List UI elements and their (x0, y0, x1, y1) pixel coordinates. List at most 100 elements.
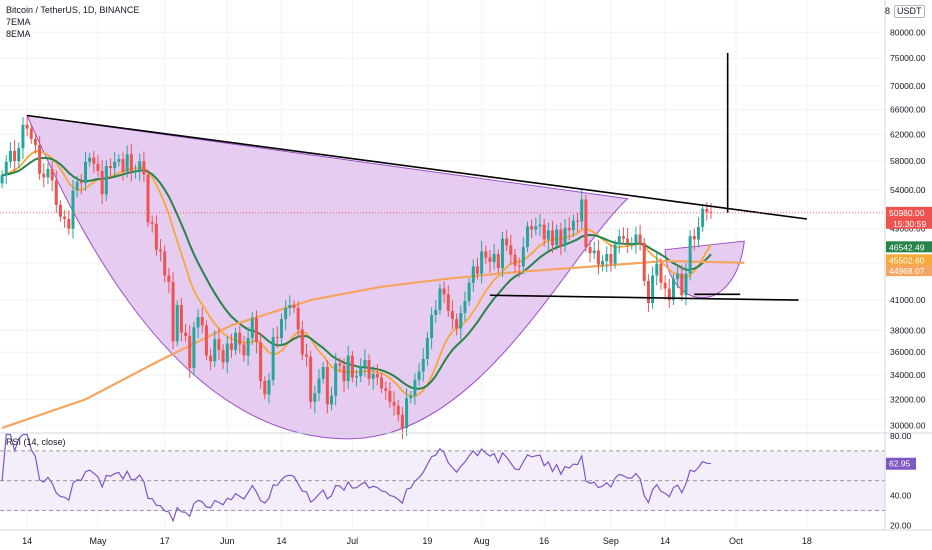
x-tick-label: 14 (660, 536, 670, 546)
candle-body (313, 393, 317, 402)
candle-body (667, 288, 671, 301)
y-tick-label: 38000.00 (890, 326, 926, 336)
candle-body (217, 339, 221, 350)
candle-body (75, 181, 79, 191)
candle-body (342, 365, 346, 382)
candle-body (588, 247, 592, 254)
trendline-layer[interactable] (26, 52, 808, 301)
long-ma-line (1, 259, 745, 429)
candle-body (400, 414, 404, 428)
candle-body (242, 344, 246, 356)
ema7-legend[interactable]: 7EMA (6, 17, 31, 27)
x-tick-label: 14 (22, 536, 32, 546)
candle-body (475, 266, 479, 274)
candle-body (175, 305, 179, 342)
candle-body (651, 275, 655, 304)
rsi-value-tag (886, 457, 916, 470)
candle-body (688, 236, 692, 274)
candle-body (125, 154, 129, 172)
candle-body (480, 251, 484, 274)
currency-prefix: 8 (885, 6, 891, 16)
candle-body (576, 220, 580, 222)
candle-body (646, 281, 650, 304)
price-tag-label: 46542.49 (889, 242, 925, 252)
candle-body (334, 363, 338, 396)
candle-body (142, 161, 146, 175)
candle-body (234, 332, 238, 350)
candle-body (617, 236, 621, 245)
candle-body (605, 254, 609, 262)
candle-body (571, 220, 575, 231)
candle-body (200, 317, 204, 326)
candle-body (259, 342, 263, 382)
candle-body (67, 219, 71, 229)
candle-body (696, 227, 700, 240)
candle-body (488, 257, 492, 262)
x-tick-label: Jun (220, 536, 235, 546)
candle-body (134, 170, 138, 172)
price-tag-label: 50980.00 (889, 208, 925, 218)
candle-body (430, 315, 434, 339)
candle-body (546, 230, 550, 240)
y-tick-label: 75000.00 (890, 53, 926, 63)
candle-body (159, 249, 163, 252)
x-tick-label: 14 (276, 536, 286, 546)
candle-body (425, 338, 429, 359)
candle-body (304, 354, 308, 357)
trendline (489, 294, 799, 301)
rsi-legend[interactable]: RSI (14, close) (6, 437, 66, 447)
symbol-title[interactable]: Bitcoin / TetherUS, 1D, BINANCE (6, 5, 140, 15)
candle-body (409, 395, 413, 399)
chart-legend: Bitcoin / TetherUS, 1D, BINANCE 7EMA 8EM… (6, 4, 139, 40)
candle-body (321, 366, 325, 379)
candle-body (509, 245, 513, 255)
candle-body (463, 301, 467, 314)
candle-body (567, 227, 571, 231)
candle-body (338, 363, 342, 366)
y-tick-label: 62000.00 (890, 129, 926, 139)
candle-body (58, 204, 62, 217)
candle-body (542, 224, 546, 240)
candle-body (471, 266, 475, 283)
candle-body (163, 251, 167, 276)
candle-body (659, 263, 663, 283)
candle-body (392, 401, 396, 406)
y-tick-label: 66000.00 (890, 104, 926, 114)
candle-body (492, 254, 496, 262)
candle-body (238, 332, 242, 345)
candle-body (663, 282, 667, 289)
candle-body (0, 175, 4, 184)
candle-body (467, 282, 471, 302)
x-tick-label: Oct (729, 536, 744, 546)
price-tag (886, 254, 932, 266)
currency-button[interactable]: USDT (894, 5, 925, 18)
candle-body (317, 378, 321, 394)
candle-body (350, 355, 354, 378)
candle-body (263, 381, 267, 395)
candle-body (371, 373, 375, 379)
candle-body (179, 305, 183, 333)
candle-body (42, 173, 46, 178)
candle-body (325, 366, 329, 405)
candle-body (705, 208, 709, 212)
candle-body (692, 236, 696, 240)
handle-shape (664, 240, 745, 298)
candle-body (221, 349, 225, 363)
candle-body (709, 211, 713, 213)
candle-body (596, 250, 600, 265)
candle-body (538, 224, 542, 227)
candle-body (626, 238, 630, 243)
ema8-legend[interactable]: 8EMA (6, 29, 31, 39)
candle-body (359, 366, 363, 377)
candle-body (309, 356, 313, 402)
candle-body (254, 318, 258, 343)
candle-body (300, 329, 304, 355)
candle-body (455, 319, 459, 329)
candle-body (676, 273, 680, 280)
candle-body (8, 150, 12, 162)
candle-body (292, 305, 296, 309)
candle-body (655, 263, 659, 276)
candle-body (104, 165, 108, 195)
candle-body (17, 148, 21, 162)
